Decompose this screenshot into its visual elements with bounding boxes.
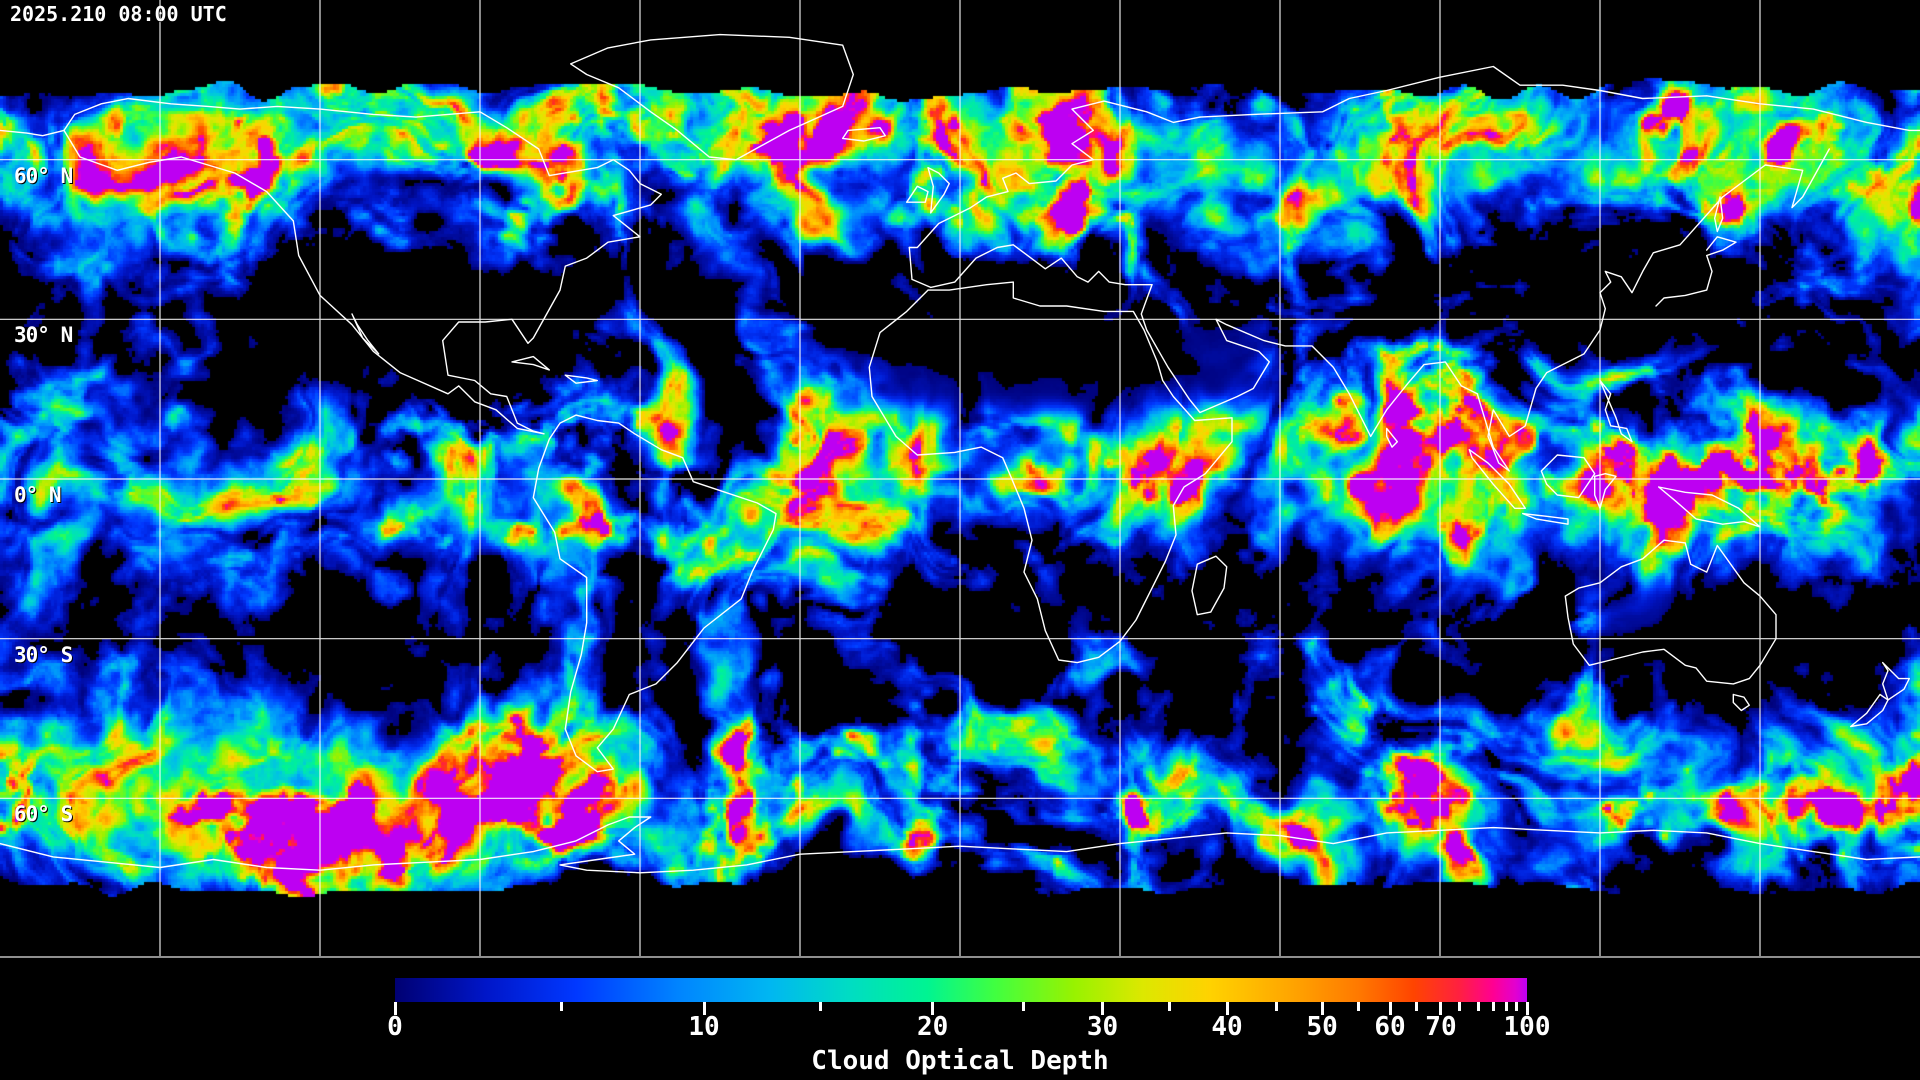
colorbar-tick-label: 20 xyxy=(917,1012,949,1042)
map-bottom-border xyxy=(0,956,1920,958)
colorbar-tick xyxy=(1101,1002,1104,1015)
colorbar-tick xyxy=(1414,1002,1418,1011)
colorbar-tick xyxy=(1515,1002,1519,1011)
map-overlay xyxy=(0,0,1920,956)
latitude-label: 60° S xyxy=(14,802,73,827)
latitude-label: 0° N xyxy=(14,483,62,507)
colorbar-tick-label: 100 xyxy=(1503,1012,1551,1042)
latitude-label: 30° N xyxy=(14,323,73,348)
colorbar-tick xyxy=(819,1002,823,1011)
colorbar-gradient xyxy=(395,978,1527,1002)
colorbar-tick xyxy=(931,1002,935,1015)
graticule xyxy=(0,0,1920,956)
colorbar-tick xyxy=(1491,1002,1495,1011)
colorbar-tick-label: 30 xyxy=(1086,1012,1119,1042)
colorbar-tick xyxy=(1388,1002,1392,1015)
colorbar-tick xyxy=(1320,1002,1324,1015)
colorbar-tick xyxy=(1167,1002,1171,1011)
colorbar-tick-label: 50 xyxy=(1306,1012,1338,1042)
colorbar-tick-label: 60 xyxy=(1374,1012,1406,1042)
colorbar-tick-label: 70 xyxy=(1425,1012,1457,1042)
colorbar-tick xyxy=(1225,1002,1229,1015)
colorbar-tick xyxy=(702,1002,706,1015)
colorbar-tick xyxy=(1457,1002,1461,1011)
colorbar-tick xyxy=(1505,1002,1509,1011)
colorbar-tick-label: 0 xyxy=(387,1012,403,1042)
colorbar-tick-label: 10 xyxy=(688,1012,720,1042)
colorbar-tick-label: 40 xyxy=(1211,1012,1243,1042)
colorbar-tick xyxy=(1356,1002,1360,1011)
timestamp: 2025.210 08:00 UTC xyxy=(10,2,227,26)
colorbar-title: Cloud Optical Depth xyxy=(811,1046,1109,1076)
colorbar-tick xyxy=(1021,1002,1025,1011)
colorbar-tick xyxy=(1275,1002,1279,1011)
latitude-label: 30° S xyxy=(14,642,73,667)
colorbar-tick xyxy=(1525,1002,1529,1015)
latitude-label: 60° N xyxy=(14,163,73,188)
coastlines xyxy=(0,33,1920,874)
colorbar-tick xyxy=(393,1002,397,1015)
colorbar-tick xyxy=(1439,1002,1443,1015)
colorbar-tick xyxy=(559,1002,563,1011)
colorbar-tick xyxy=(1476,1002,1480,1011)
